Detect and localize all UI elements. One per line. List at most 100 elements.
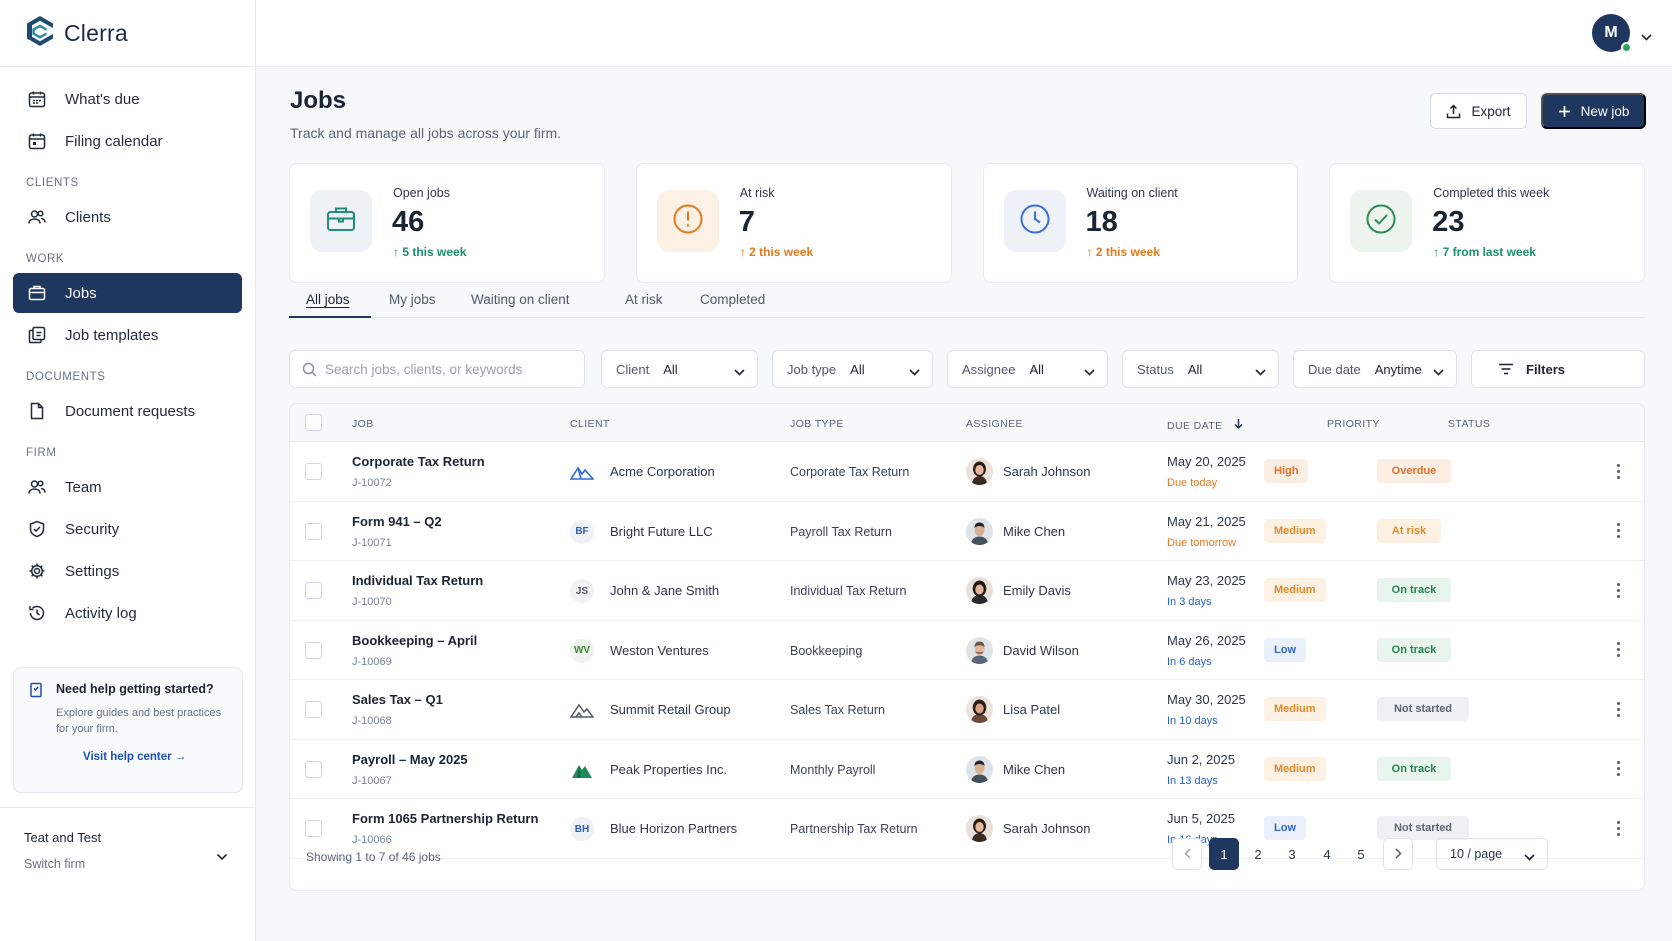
tab-waiting-on-client[interactable]: Waiting on client: [471, 292, 570, 307]
column-header-due-date[interactable]: DUE DATE: [1167, 418, 1243, 432]
select-all-checkbox[interactable]: [305, 414, 322, 431]
status-badge: Overdue: [1377, 459, 1451, 483]
job-name[interactable]: Sales Tax – Q1: [352, 692, 443, 707]
table-header: JOB CLIENT JOB TYPE ASSIGNEE DUE DATE PR…: [290, 404, 1644, 442]
page-5-button[interactable]: 5: [1357, 846, 1365, 862]
job-name[interactable]: Individual Tax Return: [352, 573, 484, 588]
row-actions-kebab-icon[interactable]: [1611, 757, 1625, 781]
page-4-button[interactable]: 4: [1323, 846, 1331, 862]
search-box[interactable]: [289, 350, 585, 388]
sidebar-item-whats-due[interactable]: What's due: [13, 79, 242, 119]
job-name[interactable]: Form 1065 Partnership Return: [352, 811, 539, 826]
chevron-left-icon: [1183, 847, 1191, 862]
row-checkbox[interactable]: [305, 522, 322, 540]
page-title: Jobs: [290, 87, 347, 114]
row-checkbox[interactable]: [305, 582, 322, 599]
tab-all-jobs[interactable]: All jobs: [306, 292, 350, 307]
sidebar-item-job-templates[interactable]: Job templates: [13, 315, 242, 355]
sidebar-item-security[interactable]: Security: [13, 509, 242, 549]
row-checkbox[interactable]: [305, 820, 322, 837]
row-actions-kebab-icon[interactable]: [1611, 816, 1625, 840]
page-1-button[interactable]: 1: [1209, 838, 1239, 870]
per-page-select[interactable]: 10 / page: [1436, 838, 1548, 870]
sidebar-item-team[interactable]: Team: [13, 467, 242, 507]
tab-completed[interactable]: Completed: [700, 292, 766, 307]
column-header-assignee[interactable]: ASSIGNEE: [966, 418, 1023, 430]
section-work: WORK: [26, 253, 65, 265]
sidebar-item-document-requests[interactable]: Document requests: [13, 391, 242, 431]
row-checkbox[interactable]: [305, 641, 322, 659]
sidebar-item-activity-log[interactable]: Activity log: [13, 593, 242, 633]
row-checkbox[interactable]: [305, 463, 322, 480]
stat-icon-box: [310, 190, 372, 252]
sidebar-item-settings[interactable]: Settings: [13, 551, 242, 591]
table-row[interactable]: Sales Tax – Q1 J-10068 Summit Retail Gro…: [290, 680, 1644, 740]
job-name[interactable]: Corporate Tax Return: [352, 454, 485, 469]
client-name[interactable]: Weston Ventures: [610, 642, 709, 658]
client-filter-dropdown[interactable]: Client All: [601, 350, 758, 388]
column-header-job-type[interactable]: JOB TYPE: [790, 418, 844, 430]
column-header-job[interactable]: JOB: [352, 418, 374, 430]
prev-page-button[interactable]: [1172, 838, 1202, 870]
job-type: Corporate Tax Return: [790, 465, 910, 479]
users-icon: [27, 207, 47, 227]
column-header-priority[interactable]: PRIORITY: [1327, 418, 1380, 430]
row-actions-kebab-icon[interactable]: [1611, 519, 1625, 543]
page-3-button[interactable]: 3: [1288, 846, 1296, 862]
client-name[interactable]: Bright Future LLC: [610, 523, 713, 539]
row-actions-kebab-icon[interactable]: [1611, 578, 1625, 602]
sidebar-item-jobs[interactable]: Jobs: [13, 273, 242, 313]
stat-card-open-jobs[interactable]: Open jobs 46 ↑ 5 this week: [289, 163, 605, 283]
sidebar-item-label: Jobs: [65, 284, 97, 302]
stat-card-completed[interactable]: Completed this week 23 ↑ 7 from last wee…: [1329, 163, 1645, 283]
arrow-up-icon: ↑: [393, 245, 403, 259]
table-row[interactable]: Payroll – May 2025 J-10067 Peak Properti…: [290, 740, 1644, 799]
job-name[interactable]: Bookkeeping – April: [352, 632, 478, 648]
client-name[interactable]: Peak Properties Inc.: [610, 761, 728, 777]
stat-icon-box: [656, 190, 719, 252]
user-menu-chevron-icon[interactable]: [1641, 28, 1652, 46]
client-name[interactable]: John & Jane Smith: [610, 583, 720, 598]
page-2-button[interactable]: 2: [1254, 846, 1262, 862]
tab-at-risk[interactable]: At risk: [625, 292, 663, 307]
job-type: Individual Tax Return: [790, 584, 907, 598]
stat-card-waiting-on-client[interactable]: Waiting on client 18 ↑ 2 this week: [982, 163, 1299, 283]
firm-switcher[interactable]: Teat and Test Switch firm: [0, 807, 256, 893]
table-row[interactable]: Bookkeeping – April J-10069 WV Weston Ve…: [290, 621, 1644, 680]
visit-help-center-link[interactable]: Visit help center →: [83, 751, 228, 763]
row-checkbox[interactable]: [305, 701, 322, 718]
client-name[interactable]: Blue Horizon Partners: [610, 821, 738, 836]
table-row[interactable]: Individual Tax Return J-10070 JS John & …: [290, 561, 1644, 621]
tab-my-jobs[interactable]: My jobs: [389, 292, 436, 307]
assignee-filter-dropdown[interactable]: Assignee All: [947, 350, 1108, 388]
next-page-button[interactable]: [1383, 838, 1413, 870]
row-checkbox[interactable]: [305, 760, 322, 778]
search-input[interactable]: [325, 361, 575, 377]
due-date-filter-dropdown[interactable]: Due date Anytime: [1293, 350, 1457, 388]
row-actions-kebab-icon[interactable]: [1611, 697, 1625, 721]
export-button[interactable]: Export: [1430, 93, 1527, 129]
sidebar-item-filing-calendar[interactable]: Filing calendar: [13, 121, 242, 161]
client-name[interactable]: Summit Retail Group: [610, 702, 731, 717]
job-type-filter-dropdown[interactable]: Job type All: [772, 350, 933, 388]
table-row[interactable]: Corporate Tax Return J-10072 Acme Corpor…: [290, 442, 1644, 502]
assignee-name: Lisa Patel: [1003, 702, 1061, 717]
column-header-status[interactable]: STATUS: [1448, 418, 1491, 430]
row-actions-kebab-icon[interactable]: [1611, 459, 1625, 483]
new-job-button[interactable]: New job: [1541, 93, 1646, 129]
brand[interactable]: Clerra: [0, 0, 255, 67]
job-name[interactable]: Payroll – May 2025: [352, 751, 468, 767]
client-name[interactable]: Acme Corporation: [610, 464, 715, 479]
column-header-client[interactable]: CLIENT: [570, 418, 610, 430]
table-row[interactable]: Form 1065 Partnership Return J-10066 BH …: [290, 799, 1644, 859]
sidebar-item-clients[interactable]: Clients: [13, 197, 242, 237]
stat-value: 7: [738, 206, 755, 238]
active-tab-indicator: [289, 316, 371, 318]
job-name[interactable]: Form 941 – Q2: [352, 513, 442, 529]
status-filter-dropdown[interactable]: Status All: [1122, 350, 1279, 388]
table-row[interactable]: Form 941 – Q2 J-10071 BF Bright Future L…: [290, 502, 1644, 561]
alert-icon: [672, 203, 704, 240]
filters-button[interactable]: Filters: [1471, 350, 1645, 388]
stat-card-at-risk[interactable]: At risk 7 ↑ 2 this week: [635, 163, 952, 283]
row-actions-kebab-icon[interactable]: [1611, 638, 1625, 662]
